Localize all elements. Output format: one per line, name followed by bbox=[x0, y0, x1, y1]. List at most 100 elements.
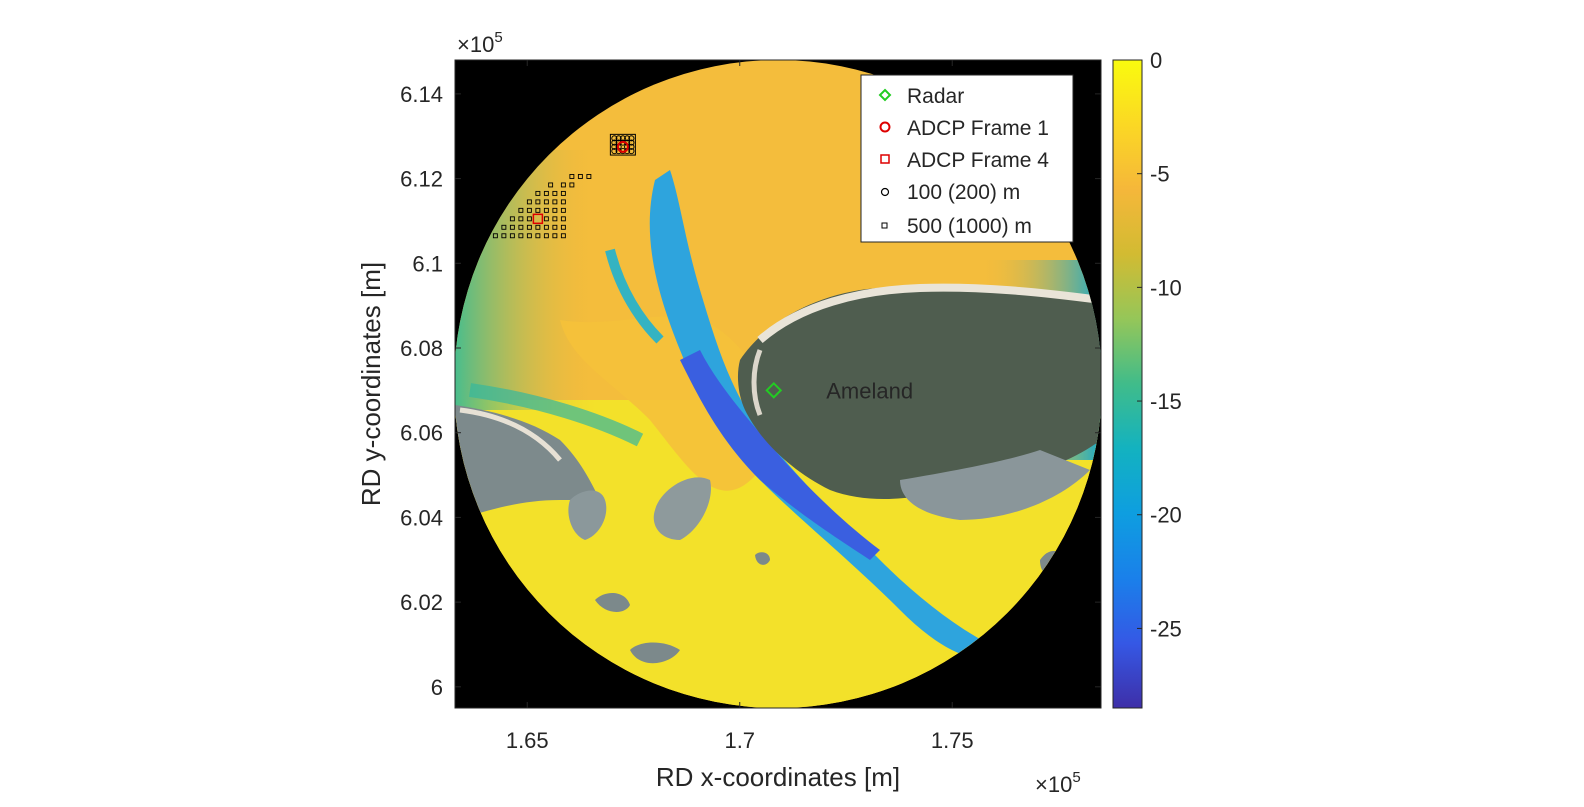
instrument-markers bbox=[532, 140, 783, 399]
grid-100m-marker bbox=[611, 139, 618, 146]
y-tick-label: 6.02 bbox=[400, 590, 443, 615]
legend-adcp4-label: ADCP Frame 4 bbox=[907, 149, 1049, 172]
grid-500m-marker bbox=[560, 233, 566, 239]
x-tick-label: 1.65 bbox=[506, 728, 549, 753]
legend-box bbox=[860, 74, 1074, 243]
grid-100m-marker bbox=[628, 148, 635, 155]
island-west bbox=[455, 405, 600, 520]
grid-500m-marker bbox=[535, 207, 541, 213]
grid-500m-marker bbox=[543, 224, 549, 230]
y-tick-label: 6 bbox=[431, 675, 443, 700]
grid-500m-marker bbox=[560, 182, 566, 188]
grid-100m-marker bbox=[628, 135, 635, 142]
grid-500m-marker bbox=[560, 216, 566, 222]
grid-500m-marker bbox=[552, 216, 558, 222]
y-tick-label: 6.12 bbox=[400, 167, 443, 192]
x-tick-label: 1.7 bbox=[724, 728, 755, 753]
grid-100m-marker bbox=[611, 135, 618, 142]
legend-500m-label: 500 (1000) m bbox=[907, 215, 1032, 238]
grid-500m-marker bbox=[526, 199, 532, 205]
legend-100m-label: 100 (200) m bbox=[907, 181, 1020, 204]
grid-500m-marker bbox=[509, 233, 515, 239]
grid-500m-marker bbox=[552, 190, 558, 196]
legend: Radar ADCP Frame 1 ADCP Frame 4 100 (200… bbox=[860, 74, 1074, 243]
annotation-ameland: Ameland bbox=[826, 378, 913, 403]
legend-adcp4-marker bbox=[880, 154, 890, 164]
grid-500m-marker bbox=[535, 199, 541, 205]
y-tick-label: 6.06 bbox=[400, 421, 443, 446]
grid-100m-marker bbox=[624, 135, 631, 142]
x-tick-label: 1.75 bbox=[931, 728, 974, 753]
grid-500m-marker bbox=[518, 224, 524, 230]
grid-500m-marker bbox=[526, 224, 532, 230]
grid-500m-marker bbox=[492, 233, 498, 239]
grid-500m-marker bbox=[535, 224, 541, 230]
grid-500m-marker bbox=[543, 207, 549, 213]
colorbar-tick-label: -10 bbox=[1150, 275, 1182, 300]
grid-500m-marker bbox=[535, 190, 541, 196]
grid-500m-marker bbox=[501, 233, 507, 239]
x-axis-ticks: 1.65 1.7 1.75 bbox=[506, 60, 974, 753]
legend-radar-marker bbox=[878, 88, 892, 102]
grid-500m-marker bbox=[569, 174, 575, 179]
colorbar bbox=[1112, 59, 1143, 709]
y-axis-label: RD y-coordinates [m] bbox=[356, 262, 386, 506]
grid-500m-marker bbox=[543, 233, 549, 239]
grid-500m-marker bbox=[518, 216, 524, 222]
grid-500m-marker bbox=[586, 174, 592, 179]
grid-500m-marker bbox=[560, 190, 566, 196]
colorbar-tick-label: -25 bbox=[1150, 616, 1182, 641]
grid-500m-marker bbox=[552, 207, 558, 213]
legend-adcp1-label: ADCP Frame 1 bbox=[907, 117, 1049, 140]
x-exponent-label: ×105 bbox=[1035, 769, 1081, 797]
grid-500m-marker bbox=[560, 224, 566, 230]
grid-500m-marker bbox=[509, 216, 515, 222]
grid-500m-marker bbox=[543, 216, 549, 222]
y-tick-label: 6.08 bbox=[400, 336, 443, 361]
legend-100m-marker bbox=[880, 187, 890, 197]
grid-500m-marker bbox=[535, 233, 541, 239]
grid-100m-marker bbox=[628, 139, 635, 146]
grid-500m-marker bbox=[526, 216, 532, 222]
y-axis-ticks: 6.14 6.12 6.1 6.08 6.06 6.04 6.02 6 bbox=[400, 82, 1101, 700]
grid-100m-marker bbox=[615, 135, 622, 142]
grid-100m-marker bbox=[611, 148, 618, 155]
colorbar-tick-label: -20 bbox=[1150, 503, 1182, 528]
y-exponent-label: ×105 bbox=[457, 29, 503, 57]
grid-500m-marker bbox=[518, 233, 524, 239]
colorbar-tick-label: -15 bbox=[1150, 389, 1182, 414]
y-tick-label: 6.14 bbox=[400, 82, 443, 107]
grid-500m-markers bbox=[492, 174, 592, 239]
y-tick-label: 6.1 bbox=[412, 251, 443, 276]
grid-500m-marker bbox=[569, 182, 575, 188]
radar-marker bbox=[765, 381, 783, 399]
grid-500m-marker bbox=[526, 207, 532, 213]
colorbar-ticks: 0 -5 -10 -15 -20 -25 bbox=[1137, 48, 1182, 641]
adcp-frame1-marker bbox=[616, 140, 629, 153]
grid-500m-marker bbox=[501, 224, 507, 230]
grid-500m-marker bbox=[577, 174, 583, 179]
island-ameland bbox=[737, 285, 1101, 500]
grid-500m-marker bbox=[560, 207, 566, 213]
grid-500m-marker bbox=[552, 199, 558, 205]
grid-500m-marker bbox=[543, 199, 549, 205]
grid-500m-marker bbox=[548, 182, 554, 188]
legend-radar-label: Radar bbox=[907, 85, 964, 108]
grid-500m-marker bbox=[518, 207, 524, 213]
grid-100m-extent bbox=[609, 133, 636, 156]
grid-500m-marker bbox=[526, 233, 532, 239]
grid-500m-marker bbox=[552, 224, 558, 230]
legend-adcp1-marker bbox=[879, 121, 891, 133]
y-tick-label: 6.04 bbox=[400, 505, 443, 530]
legend-500m-marker bbox=[881, 222, 888, 229]
grid-500m-marker bbox=[552, 233, 558, 239]
adcp-frame4-marker bbox=[532, 213, 544, 225]
colorbar-tick-label: -5 bbox=[1150, 162, 1170, 187]
axes-box bbox=[454, 59, 1102, 709]
grid-500m-marker bbox=[509, 224, 515, 230]
grid-500m-marker bbox=[543, 190, 549, 196]
grid-500m-marker bbox=[560, 199, 566, 205]
x-axis-label: RD x-coordinates [m] bbox=[656, 762, 900, 792]
colorbar-tick-label: 0 bbox=[1150, 48, 1162, 73]
